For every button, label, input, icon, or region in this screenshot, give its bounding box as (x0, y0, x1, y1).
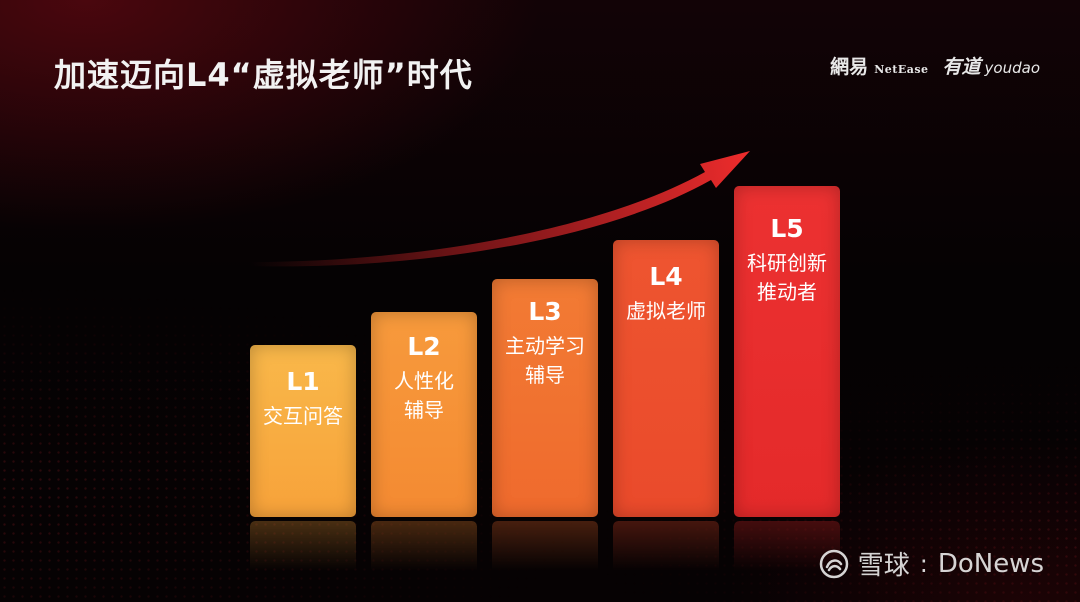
level-label: L3 (528, 297, 562, 326)
level-bar-l4: L4 虚拟老师 (613, 240, 719, 517)
level-bar-l1: L1 交互问答 (250, 345, 356, 517)
level-description-line: 辅导 (525, 363, 565, 387)
slide-title: 加速迈向L4“虚拟老师”时代 (54, 56, 473, 94)
level-description-line: 推动者 (757, 280, 817, 304)
bar-reflection (250, 521, 356, 571)
level-description-line: 虚拟老师 (626, 299, 706, 323)
level-description-line: 主动学习 (505, 334, 585, 358)
bar-reflection (613, 521, 719, 571)
watermark: 雪球 : DoNews (818, 545, 1044, 582)
watermark-cn: 雪球 (857, 551, 910, 581)
level-description: 主动学习 辅导 (492, 332, 598, 390)
level-description-line: 交互问答 (263, 404, 343, 428)
bar-reflection (371, 521, 477, 571)
level-label: L2 (407, 332, 441, 361)
level-description: 科研创新 推动者 (734, 249, 840, 307)
youdao-logo-cn: 有道 (942, 56, 981, 78)
netease-logo-cn: 網易 (830, 56, 869, 78)
level-description: 交互问答 (250, 402, 356, 431)
bar-reflection (734, 521, 840, 571)
netease-logo-en: NetEase (874, 63, 929, 76)
snowball-logo-icon (819, 549, 848, 578)
netease-logo: 網易 NetEase (830, 52, 928, 79)
level-description: 虚拟老师 (613, 297, 719, 326)
level-description-line: 辅导 (404, 398, 444, 422)
youdao-logo-en: youdao (984, 59, 1040, 77)
level-label: L1 (286, 367, 320, 396)
watermark-en: DoNews (937, 548, 1044, 579)
level-bar-l3: L3 主动学习 辅导 (492, 279, 598, 517)
brand-logos: 網易 NetEase 有道 youdao (830, 52, 1040, 79)
youdao-logo: 有道 youdao (943, 52, 1040, 79)
level-description: 人性化 辅导 (371, 367, 477, 425)
level-description-line: 人性化 (394, 369, 454, 393)
level-label: L4 (649, 262, 683, 291)
bar-reflection (492, 521, 598, 571)
level-bar-l5: L5 科研创新 推动者 (734, 186, 840, 517)
watermark-separator: : (919, 549, 928, 578)
level-bar-l2: L2 人性化 辅导 (371, 312, 477, 517)
level-description-line: 科研创新 (747, 251, 827, 275)
level-label: L5 (770, 214, 804, 243)
